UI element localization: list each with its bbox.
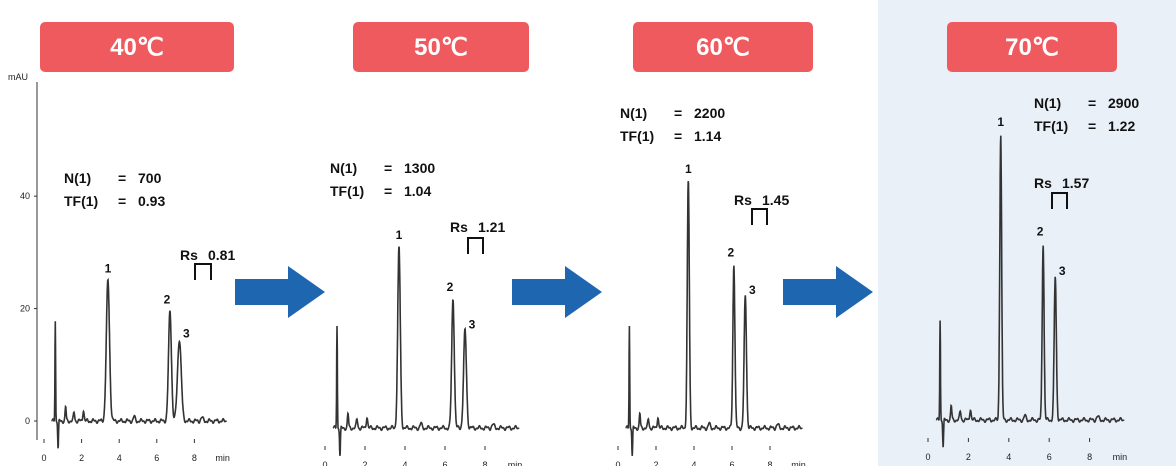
n-value: 2200 — [694, 105, 725, 121]
x-tick-label: 4 — [691, 460, 696, 466]
x-tick-label: 6 — [154, 453, 159, 463]
temperature-label: 60℃ — [696, 34, 750, 61]
rs-value: 1.57 — [1062, 175, 1089, 191]
peak-label: 1 — [396, 228, 403, 242]
n-label: N(1) — [1034, 95, 1061, 111]
y-axis-label: mAU — [8, 72, 28, 82]
x-tick-label: 2 — [362, 460, 367, 466]
x-tick-label: 2 — [653, 460, 658, 466]
chromatogram-trace — [332, 246, 520, 456]
temperature-badge — [353, 22, 529, 72]
n-value: 2900 — [1108, 95, 1139, 111]
peak-label: 3 — [183, 327, 190, 341]
n-equals: = — [118, 170, 126, 186]
rs-bracket — [467, 237, 484, 254]
n-equals: = — [674, 105, 682, 121]
temperature-label: 50℃ — [414, 34, 468, 61]
chart-panel-2: 50℃ 0 2 4 6 8 min 1 2 3 N(1) = 1300 TF(1) = 1.04 Rs 1.21 — [322, 22, 529, 466]
tf-value: 0.93 — [138, 193, 165, 209]
x-tick-label: 0 — [925, 452, 930, 462]
n-equals: = — [384, 160, 392, 176]
x-tick-label: 2 — [79, 453, 84, 463]
temperature-badge — [40, 22, 234, 72]
rs-label: Rs — [734, 192, 752, 208]
x-tick-label: 2 — [966, 452, 971, 462]
rs-label: Rs — [450, 219, 468, 235]
rs-bracket — [194, 263, 212, 280]
tf-label: TF(1) — [330, 183, 364, 199]
n-equals: = — [1088, 95, 1096, 111]
right-arrow-icon — [512, 266, 602, 318]
x-tick-label: 6 — [1047, 452, 1052, 462]
peak-label: 2 — [164, 292, 171, 306]
tf-equals: = — [674, 128, 682, 144]
tf-equals: = — [118, 193, 126, 209]
chart-panel-4: 70℃ 0 2 4 6 8 min 1 2 3 N(1) = 2900 TF(1) = 1.22 Rs 1.57 — [925, 22, 1139, 462]
temperature-label: 40℃ — [110, 34, 164, 61]
x-axis-unit: min — [215, 453, 230, 463]
y-tick-label: 20 — [20, 304, 30, 314]
peak-label: 3 — [1059, 264, 1066, 278]
n-value: 1300 — [404, 160, 435, 176]
x-tick-label: 4 — [117, 453, 122, 463]
x-axis-unit: min — [508, 460, 523, 466]
rs-value: 1.21 — [478, 219, 505, 235]
x-tick-label: 4 — [1006, 452, 1011, 462]
x-tick-label: 8 — [1087, 452, 1092, 462]
tf-value: 1.22 — [1108, 118, 1135, 134]
tf-label: TF(1) — [1034, 118, 1068, 134]
right-arrow-icon — [235, 266, 325, 318]
rs-value: 0.81 — [208, 247, 235, 263]
tf-label: TF(1) — [64, 193, 98, 209]
peak-label: 2 — [728, 245, 735, 259]
x-axis-unit: min — [791, 460, 806, 466]
chromatogram-trace — [51, 277, 228, 449]
x-tick-label: 0 — [615, 460, 620, 466]
x-tick-label: 0 — [322, 460, 327, 466]
chromatogram-trace — [935, 135, 1125, 448]
peak-label: 1 — [685, 162, 692, 176]
n-label: N(1) — [620, 105, 647, 121]
temperature-label: 70℃ — [1005, 34, 1059, 61]
highlight-background — [878, 0, 1176, 466]
x-tick-label: 8 — [192, 453, 197, 463]
chart-panel-1: 40℃ mAU 0 20 40 0 2 4 6 8 min 1 2 3 N(1) = 700 TF(1) = 0.93… — [8, 22, 235, 463]
tf-equals: = — [384, 183, 392, 199]
temperature-badge — [633, 22, 813, 72]
peak-label: 2 — [1037, 224, 1044, 238]
rs-label: Rs — [180, 247, 198, 263]
rs-value: 1.45 — [762, 192, 789, 208]
right-arrow-icon — [783, 266, 873, 318]
peak-label: 1 — [997, 115, 1004, 129]
n-label: N(1) — [64, 170, 91, 186]
x-tick-label: 4 — [402, 460, 407, 466]
chart-panel-3: 60℃ 0 2 4 6 8 min 1 2 3 N(1) = 2200 TF(1) = 1.14 Rs 1.45 — [615, 22, 813, 466]
y-tick-label: 0 — [25, 416, 30, 426]
x-tick-label: 6 — [729, 460, 734, 466]
x-tick-label: 6 — [442, 460, 447, 466]
tf-value: 1.14 — [694, 128, 721, 144]
tf-equals: = — [1088, 118, 1096, 134]
peak-label: 3 — [469, 317, 476, 331]
n-label: N(1) — [330, 160, 357, 176]
n-value: 700 — [138, 170, 162, 186]
peak-label: 3 — [749, 283, 756, 297]
x-tick-label: 0 — [41, 453, 46, 463]
x-tick-label: 8 — [482, 460, 487, 466]
rs-label: Rs — [1034, 175, 1052, 191]
chromatogram-trace — [625, 180, 803, 456]
tf-value: 1.04 — [404, 183, 431, 199]
tf-label: TF(1) — [620, 128, 654, 144]
temperature-badge — [947, 22, 1117, 72]
y-tick-label: 40 — [20, 191, 30, 201]
peak-label: 2 — [447, 280, 454, 294]
x-tick-label: 8 — [767, 460, 772, 466]
peak-label: 1 — [105, 261, 112, 275]
x-axis-unit: min — [1113, 452, 1128, 462]
rs-bracket — [751, 208, 768, 225]
rs-bracket — [1051, 192, 1068, 209]
